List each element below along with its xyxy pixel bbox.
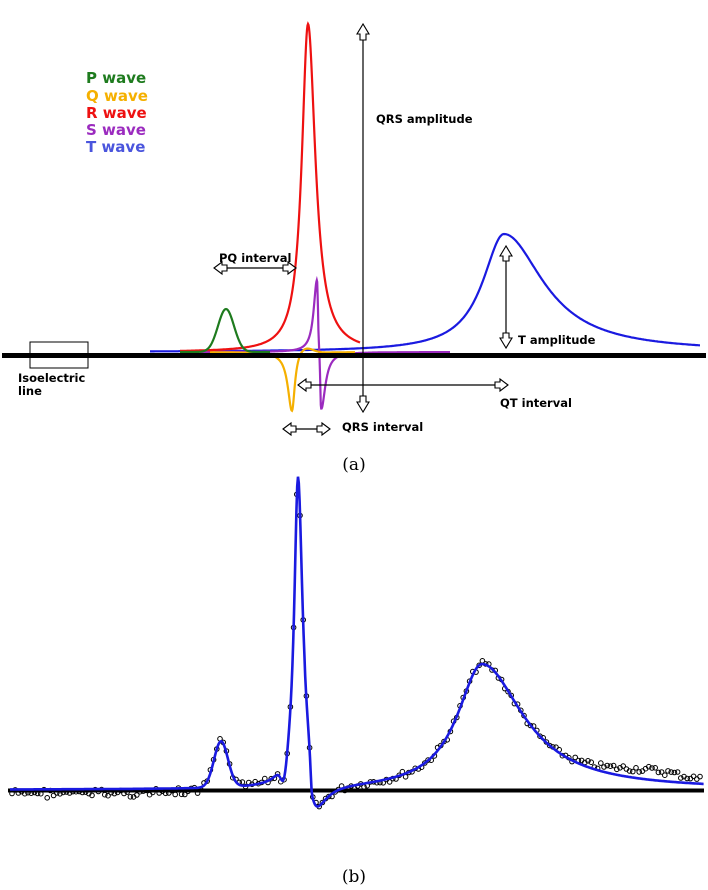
qrs-interval-arrow <box>282 421 331 437</box>
measured-point <box>636 769 643 775</box>
t-amplitude-arrow <box>499 244 513 350</box>
measured-point <box>89 792 95 799</box>
measured-point <box>150 789 156 796</box>
panel-a: P wave Q wave R wave S wave T wave QRS a… <box>2 21 706 475</box>
pq-interval-arrow <box>213 260 297 276</box>
measured-point <box>537 733 543 740</box>
measured-point <box>54 790 60 796</box>
measured-point <box>585 758 591 764</box>
measured-point <box>655 769 662 776</box>
legend-r-wave: R wave <box>86 104 147 122</box>
legend-p-wave: P wave <box>86 69 146 87</box>
measured-point <box>102 791 108 798</box>
fitted-ecg-curve <box>10 476 704 808</box>
qrs-amplitude-label: QRS amplitude <box>376 112 473 126</box>
t-amplitude-label: T amplitude <box>518 333 596 347</box>
measured-point <box>162 790 169 797</box>
measured-point <box>422 760 428 766</box>
measured-point <box>652 765 659 771</box>
measured-point <box>326 793 332 800</box>
measured-point <box>614 766 620 773</box>
measured-point <box>662 772 668 779</box>
measured-point <box>57 791 63 797</box>
measured-point <box>678 775 684 781</box>
measured-point <box>610 762 617 769</box>
measured-point <box>658 769 665 775</box>
measured-point <box>630 768 636 775</box>
isoelectric-label-line1: Isoelectric <box>18 371 85 385</box>
measured-point <box>684 775 691 782</box>
measured-point <box>22 790 28 797</box>
measured-point <box>121 790 127 797</box>
measured-point <box>111 790 118 797</box>
s-wave-curve <box>200 275 450 410</box>
pq-interval-label: PQ interval <box>219 251 292 265</box>
legend: P wave Q wave R wave S wave T wave <box>86 69 148 156</box>
measured-point <box>626 768 633 774</box>
measured-point <box>178 791 185 798</box>
measured-point <box>620 763 627 769</box>
measured-point <box>546 742 553 749</box>
q-wave-curve <box>210 347 355 413</box>
qt-interval-label: QT interval <box>500 396 572 410</box>
measured-point <box>671 769 678 776</box>
p-wave-curve <box>180 307 270 354</box>
measured-point <box>194 790 201 796</box>
measured-point <box>690 773 697 780</box>
measured-point <box>633 765 639 771</box>
measured-point <box>127 794 134 800</box>
measured-point <box>668 769 675 775</box>
legend-t-wave: T wave <box>86 138 145 156</box>
measured-point <box>646 763 652 770</box>
measured-point <box>182 791 188 798</box>
measured-point <box>598 760 604 766</box>
legend-q-wave: Q wave <box>86 87 148 105</box>
measured-point <box>604 762 611 769</box>
measured-point <box>649 765 655 771</box>
measured-point <box>572 754 579 761</box>
panel-b-caption: (b) <box>342 867 366 887</box>
measured-point <box>172 791 178 798</box>
measured-point <box>239 779 246 785</box>
measured-point <box>38 790 44 797</box>
measured-point <box>134 792 140 798</box>
panel-a-caption: (a) <box>342 455 365 475</box>
measured-point <box>9 790 15 797</box>
qrs-amplitude-arrow <box>356 22 370 414</box>
measured-point <box>665 768 671 774</box>
measured-point <box>28 790 35 797</box>
qt-interval-arrow <box>297 377 509 393</box>
measured-point <box>34 790 41 797</box>
measured-point <box>697 773 703 780</box>
measured-point <box>674 769 681 775</box>
measured-point <box>44 795 51 801</box>
measured-point <box>639 768 646 774</box>
measured-point <box>607 763 614 770</box>
r-wave-curve <box>180 21 361 352</box>
measured-ecg-points <box>9 491 703 810</box>
measured-point <box>105 792 111 799</box>
legend-s-wave: S wave <box>86 121 146 139</box>
panel-b: (b) <box>8 476 704 887</box>
measured-point <box>601 764 607 770</box>
qrs-interval-label: QRS interval <box>342 420 423 434</box>
isoelectric-label-line2: line <box>18 384 42 398</box>
measured-point <box>588 759 595 766</box>
measured-point <box>66 790 73 796</box>
